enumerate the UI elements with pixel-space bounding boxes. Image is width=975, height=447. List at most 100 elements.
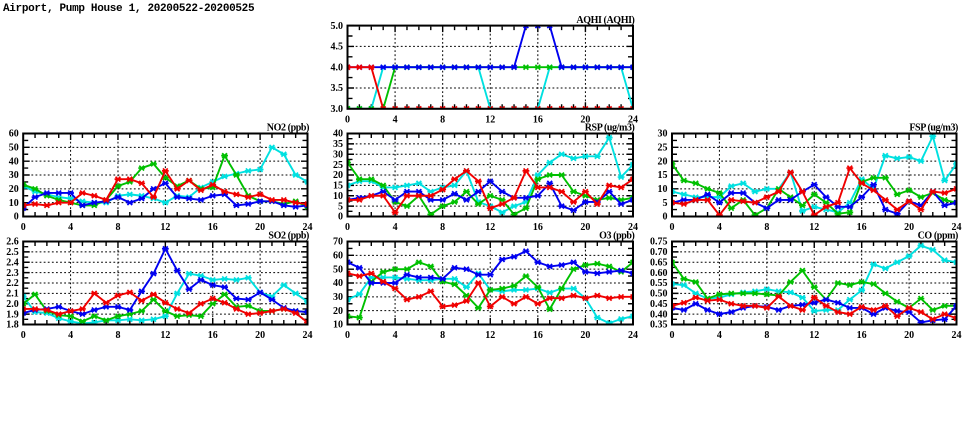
svg-text:20: 20 [580,114,590,125]
svg-text:4.5: 4.5 [331,42,344,53]
svg-text:0: 0 [21,330,26,341]
svg-text:16: 16 [857,330,867,341]
svg-text:24: 24 [952,222,962,233]
svg-text:0: 0 [14,212,19,223]
svg-text:20: 20 [333,306,343,317]
svg-text:10: 10 [333,191,343,202]
svg-text:0: 0 [670,330,675,341]
svg-text:O3 (ppb): O3 (ppb) [599,231,634,242]
svg-text:8: 8 [115,330,120,341]
svg-text:24: 24 [303,330,313,341]
svg-text:0.55: 0.55 [650,278,668,289]
svg-text:0.50: 0.50 [650,289,668,300]
svg-text:CO (ppm): CO (ppm) [918,231,958,242]
svg-text:4: 4 [68,222,73,233]
svg-text:0: 0 [345,222,350,233]
svg-text:8: 8 [440,222,445,233]
svg-text:25: 25 [658,143,668,154]
svg-text:0.65: 0.65 [650,257,668,268]
svg-text:20: 20 [580,330,590,341]
svg-text:12: 12 [160,222,170,233]
svg-text:24: 24 [952,330,962,341]
svg-text:2.5: 2.5 [6,247,19,258]
svg-text:24: 24 [303,222,313,233]
svg-text:4: 4 [393,330,398,341]
svg-text:40: 40 [333,278,343,289]
svg-text:2.3: 2.3 [6,268,19,279]
svg-text:0: 0 [345,114,350,125]
svg-text:40: 40 [333,129,343,140]
svg-text:10: 10 [9,198,19,209]
svg-text:16: 16 [533,330,543,341]
svg-text:4: 4 [717,222,722,233]
svg-text:3.0: 3.0 [331,104,344,115]
svg-text:15: 15 [333,181,343,192]
svg-text:12: 12 [485,222,495,233]
svg-text:30: 30 [9,170,19,181]
svg-text:8: 8 [440,114,445,125]
svg-text:5: 5 [663,198,668,209]
svg-text:35: 35 [333,139,343,150]
svg-text:16: 16 [208,222,218,233]
svg-text:20: 20 [658,156,668,167]
svg-text:0: 0 [670,222,675,233]
svg-text:50: 50 [9,143,19,154]
svg-text:4: 4 [68,330,73,341]
svg-text:10: 10 [333,320,343,331]
svg-text:1.8: 1.8 [6,320,19,331]
svg-text:0.75: 0.75 [650,237,668,248]
svg-text:16: 16 [533,114,543,125]
svg-text:20: 20 [9,184,19,195]
svg-text:30: 30 [333,149,343,160]
svg-text:8: 8 [440,330,445,341]
svg-text:3.5: 3.5 [331,83,344,94]
svg-text:20: 20 [255,330,265,341]
svg-text:8: 8 [764,330,769,341]
svg-text:60: 60 [333,251,343,262]
svg-text:2.1: 2.1 [6,289,19,300]
svg-text:4.0: 4.0 [331,62,344,73]
svg-text:24: 24 [628,114,638,125]
svg-text:AQHI (AQHI): AQHI (AQHI) [576,15,634,26]
svg-text:20: 20 [255,222,265,233]
svg-text:12: 12 [160,330,170,341]
svg-text:0: 0 [338,212,343,223]
svg-text:25: 25 [333,160,343,171]
svg-text:5.0: 5.0 [331,21,344,32]
svg-text:RSP (ug/m3): RSP (ug/m3) [585,123,635,134]
svg-text:20: 20 [904,330,914,341]
svg-text:16: 16 [857,222,867,233]
svg-text:16: 16 [533,222,543,233]
svg-text:0.35: 0.35 [650,320,668,331]
svg-text:70: 70 [333,237,343,248]
svg-text:20: 20 [904,222,914,233]
svg-text:SO2 (ppb): SO2 (ppb) [268,231,309,242]
svg-text:16: 16 [208,330,218,341]
svg-text:4: 4 [393,222,398,233]
svg-text:4: 4 [717,330,722,341]
svg-text:0: 0 [663,212,668,223]
svg-text:NO2 (ppb): NO2 (ppb) [267,123,309,134]
svg-text:8: 8 [115,222,120,233]
svg-text:12: 12 [485,114,495,125]
svg-text:4: 4 [393,114,398,125]
svg-text:2.0: 2.0 [6,299,19,310]
svg-text:24: 24 [628,222,638,233]
svg-text:1.9: 1.9 [6,309,19,320]
svg-text:15: 15 [658,170,668,181]
svg-text:12: 12 [485,330,495,341]
svg-text:12: 12 [809,222,819,233]
svg-text:30: 30 [333,292,343,303]
svg-text:2.4: 2.4 [6,257,19,268]
svg-text:2.6: 2.6 [6,237,19,248]
svg-text:40: 40 [9,156,19,167]
svg-text:0.60: 0.60 [650,268,668,279]
svg-text:12: 12 [809,330,819,341]
svg-text:20: 20 [333,170,343,181]
svg-text:60: 60 [9,129,19,140]
svg-text:50: 50 [333,264,343,275]
svg-text:0.40: 0.40 [650,309,668,320]
svg-text:8: 8 [764,222,769,233]
svg-text:0: 0 [345,330,350,341]
svg-text:0: 0 [21,222,26,233]
